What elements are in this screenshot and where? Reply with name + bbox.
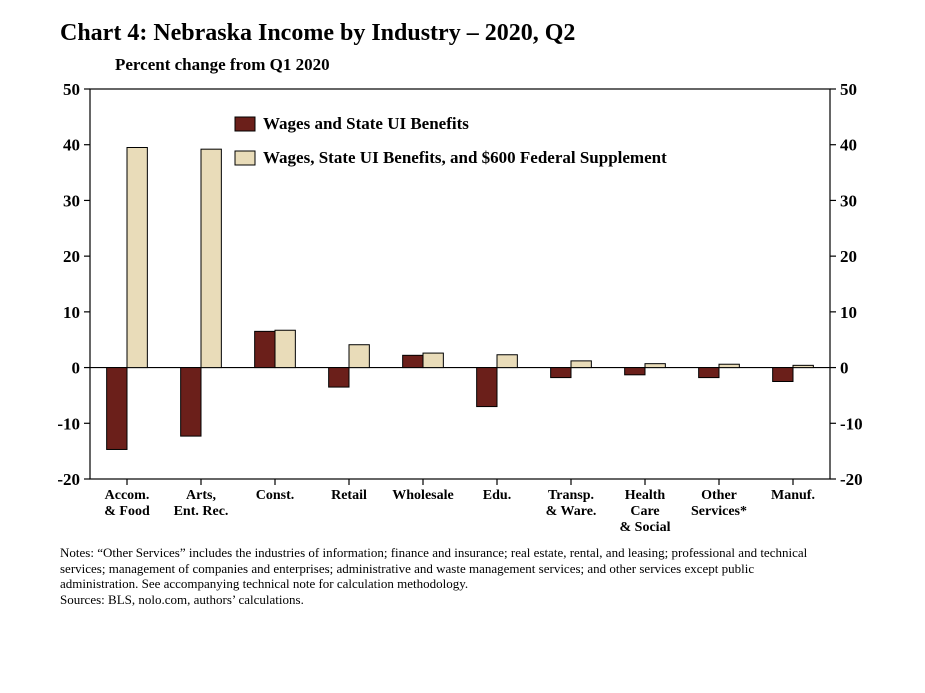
notes-line: administration. See accompanying technic… [60, 576, 875, 592]
notes-line: Notes: “Other Services” includes the ind… [60, 545, 875, 561]
svg-text:0: 0 [840, 359, 849, 378]
svg-text:-20: -20 [840, 470, 863, 489]
svg-text:50: 50 [840, 80, 857, 99]
svg-text:30: 30 [840, 191, 857, 210]
svg-text:Services*: Services* [691, 504, 747, 519]
svg-text:Wholesale: Wholesale [392, 488, 453, 503]
chart-subtitle: Percent change from Q1 2020 [115, 55, 895, 75]
svg-text:20: 20 [840, 247, 857, 266]
svg-text:Health: Health [625, 488, 666, 503]
svg-text:& Ware.: & Ware. [546, 504, 597, 519]
svg-text:40: 40 [840, 136, 857, 155]
svg-text:10: 10 [63, 303, 80, 322]
svg-text:& Food: & Food [104, 504, 150, 519]
notes-line: services; management of companies and en… [60, 561, 875, 577]
svg-text:-20: -20 [57, 470, 80, 489]
svg-text:Retail: Retail [331, 488, 367, 503]
chart-title: Chart 4: Nebraska Income by Industry – 2… [60, 20, 895, 47]
chart-container: -20 -20 -10 -10 0 0 10 10 20 20 30 30 40 40 50 50 Accom.… [30, 79, 895, 539]
svg-text:Arts,: Arts, [186, 488, 216, 503]
svg-text:Care: Care [630, 504, 659, 519]
svg-text:Wages and State UI Benefits: Wages and State UI Benefits [263, 114, 469, 133]
notes-line: Sources: BLS, nolo.com, authors’ calcula… [60, 592, 875, 608]
svg-text:30: 30 [63, 191, 80, 210]
svg-text:& Social: & Social [620, 520, 671, 535]
svg-text:10: 10 [840, 303, 857, 322]
svg-text:0: 0 [72, 359, 81, 378]
svg-text:Accom.: Accom. [105, 488, 150, 503]
svg-text:20: 20 [63, 247, 80, 266]
svg-text:50: 50 [63, 80, 80, 99]
svg-text:Transp.: Transp. [548, 488, 594, 503]
svg-text:-10: -10 [57, 414, 80, 433]
chart-notes: Notes: “Other Services” includes the ind… [60, 545, 875, 607]
svg-text:Const.: Const. [256, 488, 295, 503]
svg-text:-10: -10 [840, 414, 863, 433]
bar-chart: -20 -20 -10 -10 0 0 10 10 20 20 30 30 40 40 50 50 Accom.… [30, 79, 890, 539]
svg-text:Edu.: Edu. [483, 488, 511, 503]
svg-text:Wages, State UI Benefits, and: Wages, State UI Benefits, and $600 Feder… [263, 148, 667, 167]
svg-text:Other: Other [701, 488, 737, 503]
svg-text:Manuf.: Manuf. [771, 488, 815, 503]
svg-text:40: 40 [63, 136, 80, 155]
svg-text:Ent. Rec.: Ent. Rec. [174, 504, 229, 519]
